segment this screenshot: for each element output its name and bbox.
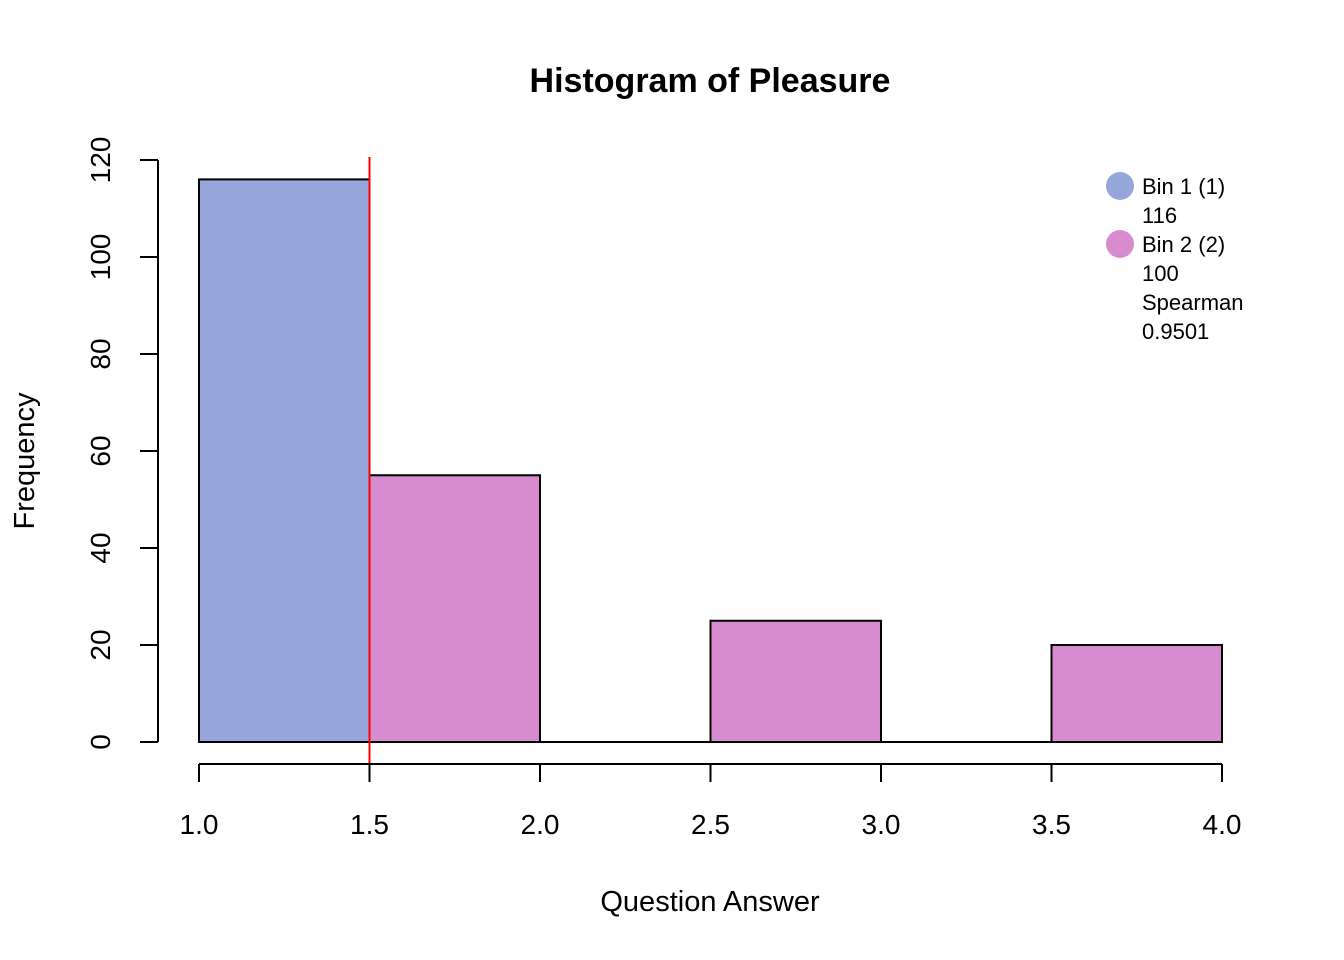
y-tick-label-0: 0 bbox=[85, 734, 116, 750]
histogram-bar-5 bbox=[1050, 644, 1223, 743]
chart-title: Histogram of Pleasure bbox=[530, 62, 891, 100]
y-tick-label-3: 60 bbox=[85, 435, 116, 466]
histogram-bar-0 bbox=[198, 178, 371, 743]
x-tick-label-1: 1.5 bbox=[350, 809, 389, 840]
y-tick-label-6: 120 bbox=[85, 137, 116, 184]
legend-stat-value: 0.9501 bbox=[1142, 319, 1209, 344]
y-tick-label-2: 40 bbox=[85, 532, 116, 563]
y-tick-label-4: 80 bbox=[85, 338, 116, 369]
y-axis-label: Frequency bbox=[9, 392, 41, 530]
x-tick-label-2: 2.0 bbox=[521, 809, 560, 840]
legend-swatch-bin-1 bbox=[1106, 172, 1134, 200]
legend-value-bin-2: 100 bbox=[1142, 261, 1179, 286]
legend-value-bin-1: 116 bbox=[1142, 203, 1177, 228]
legend: Bin 1 (1) 116 Bin 2 (2) 100 Spearman 0.9… bbox=[1106, 172, 1244, 344]
x-tick-label-4: 3.0 bbox=[862, 809, 901, 840]
x-tick-label-0: 1.0 bbox=[180, 809, 219, 840]
x-tick-label-6: 4.0 bbox=[1203, 809, 1242, 840]
x-axis: 1.0 1.5 2.0 2.5 3.0 3.5 4.0 bbox=[180, 763, 1242, 840]
y-axis: 0 20 40 60 80 100 120 bbox=[85, 137, 159, 750]
histogram-bar-3 bbox=[709, 619, 882, 743]
x-tick-label-5: 3.5 bbox=[1032, 809, 1071, 840]
legend-label-bin-2: Bin 2 (2) bbox=[1142, 232, 1225, 257]
x-tick-label-3: 2.5 bbox=[691, 809, 730, 840]
legend-label-bin-1: Bin 1 (1) bbox=[1142, 174, 1225, 199]
legend-stat-label: Spearman bbox=[1142, 290, 1244, 315]
histogram-bars bbox=[198, 178, 1223, 743]
y-tick-label-1: 20 bbox=[85, 629, 116, 660]
x-axis-label: Question Answer bbox=[600, 886, 820, 918]
y-tick-label-5: 100 bbox=[85, 234, 116, 281]
legend-swatch-bin-2 bbox=[1106, 230, 1134, 258]
histogram-bar-1 bbox=[368, 474, 541, 743]
